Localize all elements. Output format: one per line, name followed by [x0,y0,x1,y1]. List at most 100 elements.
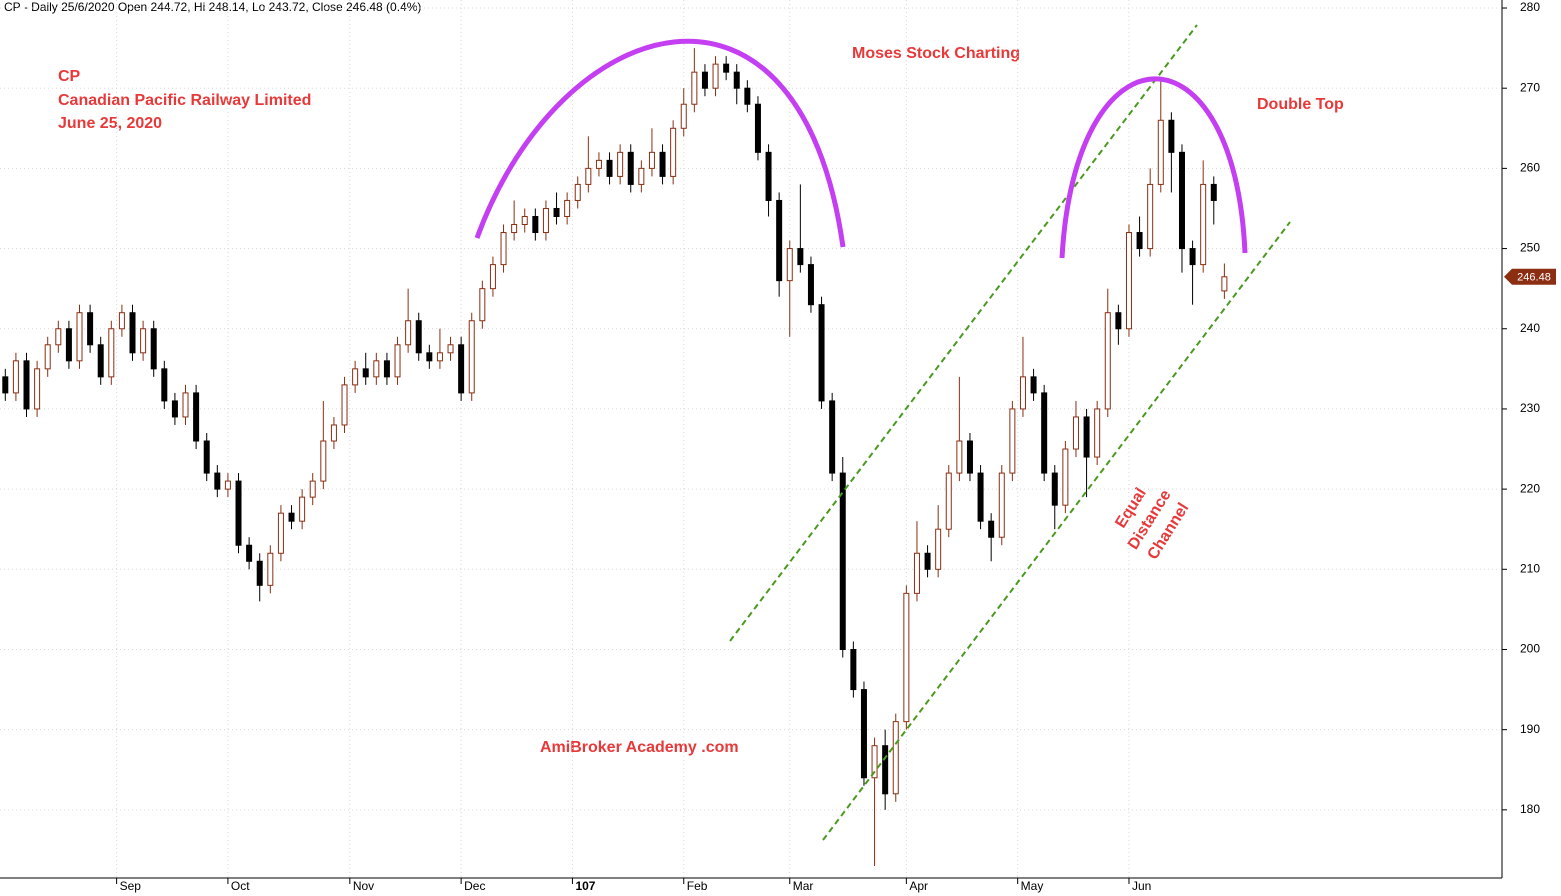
candle-body [1019,376,1026,410]
candle-body [850,648,857,691]
candle-body [712,63,719,89]
candle [1062,441,1069,514]
candle-body [97,344,104,378]
candle [564,192,571,225]
candle-body [988,520,995,538]
candle [1072,400,1079,458]
candle [415,312,422,361]
candle-body [553,207,560,217]
candle-body [892,721,899,795]
candle-body [299,496,306,522]
candle [1041,384,1048,482]
candle-body [818,304,825,402]
y-tick-label: 200 [1520,642,1540,656]
candle [161,360,168,409]
candle [701,64,708,97]
candle-body [924,552,931,570]
candle-body [1157,119,1164,185]
price-marker [1504,268,1556,285]
annotation: Canadian Pacific Railway Limited [58,92,311,109]
candle-body [871,745,878,779]
candle-body [108,328,115,378]
candle [553,192,560,225]
candle [150,320,157,377]
candle [765,144,772,217]
x-tick-label: Feb [687,879,708,893]
arc [474,38,846,248]
candle [797,184,804,273]
candle [34,360,41,417]
candle [341,376,348,433]
candle [1051,465,1058,530]
candle [97,336,104,385]
candle [574,176,581,209]
candle-body [1210,183,1217,201]
candle [87,304,94,353]
candle-body [2,376,9,394]
annotation: Double Top [1257,96,1344,113]
candle-body [1147,183,1154,250]
candle-body [691,71,698,105]
candle [330,416,337,450]
x-tick-label: May [1021,879,1044,893]
candle [224,473,231,498]
candle [818,296,825,409]
candle [956,376,963,482]
candle-body [383,360,390,378]
candle-body [1083,416,1090,458]
y-tick-label: 240 [1520,321,1540,335]
candle-body [1009,408,1016,474]
y-tick-label: 210 [1520,561,1540,575]
candle-body [118,312,125,330]
y-tick-label: 230 [1520,401,1540,415]
candle [352,360,359,393]
candle [256,553,263,602]
candle [1168,112,1175,193]
y-tick-label: 220 [1520,481,1540,495]
candle-body [829,400,836,474]
candle-body [1178,151,1185,250]
candle-body [214,472,221,490]
candle [786,240,793,337]
candle [108,320,115,385]
candle [776,192,783,297]
candle [129,304,136,361]
candle [977,465,984,530]
candle-body [638,167,645,185]
candle [680,88,687,137]
candle-body [913,552,920,594]
candle-body [903,592,910,723]
candle [733,64,740,105]
candle [1221,263,1228,299]
candle-body [500,232,507,266]
candle-body [55,328,62,346]
candle-body [882,745,889,795]
candle-body [267,552,274,586]
candle-body [23,360,30,410]
candle [998,465,1005,546]
candle-body [426,352,433,362]
candle-body [532,215,539,234]
candle-body [935,528,942,570]
candle [691,48,698,113]
candle [723,56,730,81]
candle [850,641,857,698]
candle-body [786,248,793,282]
candle-body [224,480,231,490]
candle [807,256,814,313]
candle-body [701,71,708,89]
candle [23,352,30,417]
candle [1147,168,1154,257]
candle-body [1041,392,1048,474]
candle [1104,288,1111,417]
candle-body [1062,448,1069,506]
candle [945,465,952,538]
candle [829,392,836,482]
price-label: 246.48 [1517,272,1551,284]
candle [754,96,761,161]
candle-body [670,127,677,177]
y-tick-label: 280 [1520,0,1540,14]
arc [1059,76,1248,259]
candle [1157,80,1164,193]
